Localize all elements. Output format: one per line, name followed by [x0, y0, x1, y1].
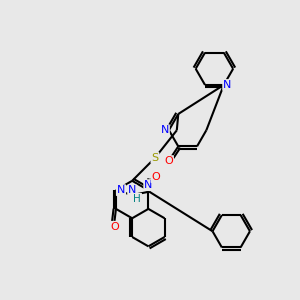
Text: N: N — [128, 185, 136, 196]
Text: O: O — [110, 222, 119, 232]
Text: O: O — [164, 156, 173, 166]
Text: S: S — [152, 153, 158, 163]
Text: N: N — [117, 185, 125, 195]
Text: N: N — [144, 180, 153, 190]
Text: N: N — [160, 125, 169, 135]
Text: N: N — [223, 80, 232, 90]
Text: H: H — [134, 194, 141, 204]
Text: O: O — [152, 172, 160, 182]
